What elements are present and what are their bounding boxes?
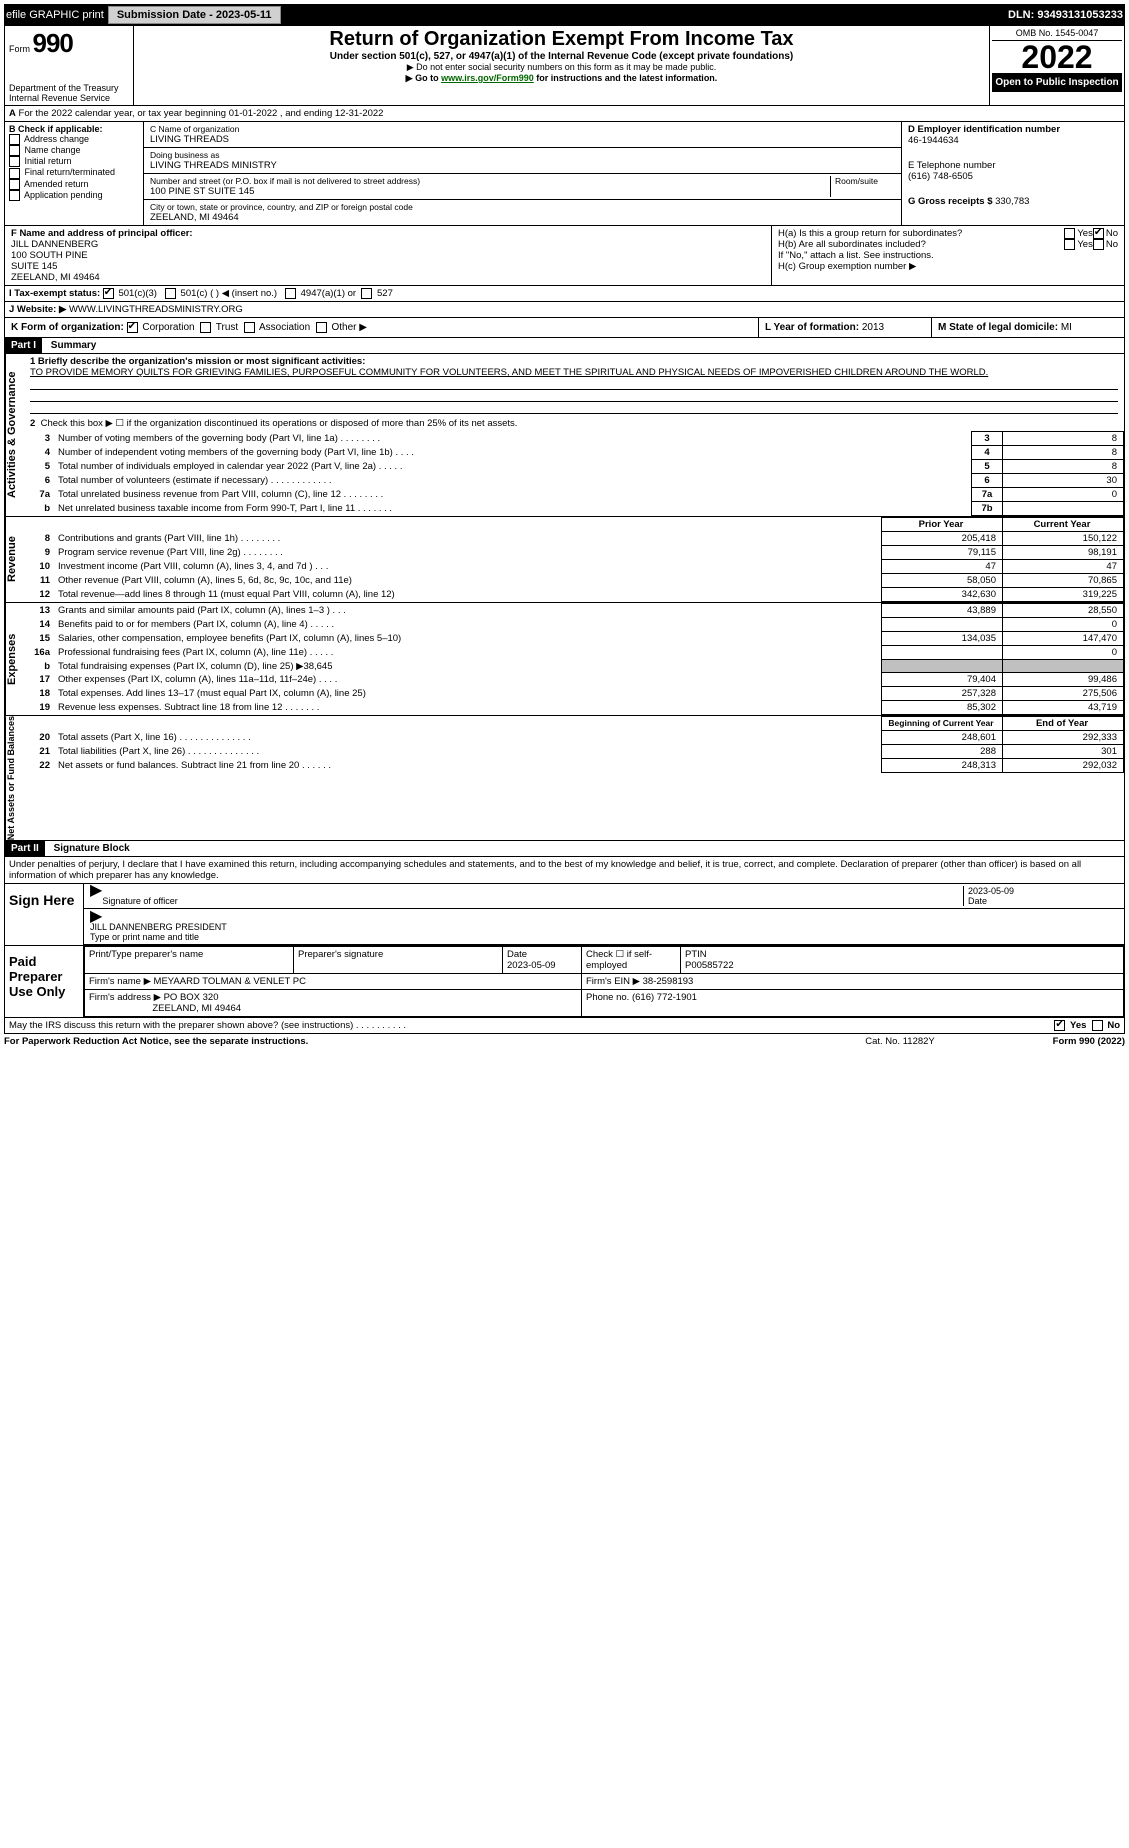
expenses-table: 13Grants and similar amounts paid (Part …: [24, 603, 1124, 715]
line-i: I Tax-exempt status: 501(c)(3) 501(c) ( …: [4, 286, 1125, 302]
governance-section: Activities & Governance 1 Briefly descri…: [4, 354, 1125, 517]
checkbox-initial-return[interactable]: [9, 156, 20, 167]
form-title-box: Return of Organization Exempt From Incom…: [134, 26, 989, 105]
revenue-section: Revenue Prior YearCurrent Year 8Contribu…: [4, 517, 1125, 603]
form-subtitle-3: ▶ Go to www.irs.gov/Form990 for instruct…: [140, 73, 983, 84]
line-k-l-m: K Form of organization: Corporation Trus…: [4, 318, 1125, 338]
section-b: B Check if applicable: Address change Na…: [5, 122, 144, 225]
net-assets-section: Net Assets or Fund Balances Beginning of…: [4, 716, 1125, 841]
checkbox-application-pending[interactable]: [9, 190, 20, 201]
form-prefix: Form: [9, 44, 30, 54]
line-a: A For the 2022 calendar year, or tax yea…: [4, 106, 1125, 122]
checkbox-final-return[interactable]: [9, 168, 20, 179]
efile-top-bar: efile GRAPHIC print Submission Date - 20…: [4, 4, 1125, 26]
section-h: H(a) Is this a group return for subordin…: [771, 226, 1124, 285]
expenses-section: Expenses 13Grants and similar amounts pa…: [4, 603, 1125, 716]
section-d-e-g: D Employer identification number 46-1944…: [901, 122, 1124, 225]
sign-here-section: Sign Here ▶ Signature of officer 2023-05…: [4, 884, 1125, 946]
governance-table: 3Number of voting members of the governi…: [24, 431, 1124, 516]
org-name: LIVING THREADS: [150, 134, 895, 145]
part2-header: Part II Signature Block: [4, 841, 1125, 857]
tax-year: 2022: [992, 41, 1122, 73]
checkbox-discuss-no[interactable]: [1092, 1020, 1103, 1031]
checkbox-discuss-yes[interactable]: [1054, 1020, 1065, 1031]
arrow-icon: ▶: [90, 912, 102, 922]
form-subtitle-1: Under section 501(c), 527, or 4947(a)(1)…: [140, 51, 983, 62]
org-street: 100 PINE ST SUITE 145: [150, 186, 830, 197]
arrow-icon: ▶: [90, 886, 102, 906]
open-inspection: Open to Public Inspection: [992, 73, 1122, 92]
form-number: 990: [33, 28, 73, 58]
form-number-box: Form 990 Department of the Treasury Inte…: [5, 26, 134, 105]
net-assets-table: Beginning of Current YearEnd of Year 20T…: [24, 716, 1124, 773]
year-box: OMB No. 1545-0047 2022 Open to Public In…: [989, 26, 1124, 105]
website-value: WWW.LIVINGTHREADSMINISTRY.ORG: [69, 304, 243, 315]
irs-link[interactable]: www.irs.gov/Form990: [441, 73, 534, 83]
officer-name: JILL DANNENBERG PRESIDENT: [90, 922, 1118, 932]
org-city: ZEELAND, MI 49464: [150, 212, 895, 223]
paid-preparer-section: Paid Preparer Use Only Print/Type prepar…: [4, 946, 1125, 1018]
section-b-to-g: B Check if applicable: Address change Na…: [4, 122, 1125, 226]
efile-label: efile GRAPHIC print: [6, 9, 104, 21]
gross-receipts: 330,783: [995, 196, 1029, 207]
checkbox-corporation[interactable]: [127, 322, 138, 333]
org-dba: LIVING THREADS MINISTRY: [150, 160, 895, 171]
dln-label: DLN: 93493131053233: [1008, 9, 1123, 21]
form-subtitle-2: ▶ Do not enter social security numbers o…: [140, 62, 983, 73]
firm-name: MEYAARD TOLMAN & VENLET PC: [154, 976, 306, 987]
section-f-h: F Name and address of principal officer:…: [4, 226, 1125, 286]
form-header: Form 990 Department of the Treasury Inte…: [4, 26, 1125, 106]
checkbox-name-change[interactable]: [9, 145, 20, 156]
checkbox-501c3[interactable]: [103, 288, 114, 299]
section-c: C Name of organization LIVING THREADS Do…: [144, 122, 901, 225]
part1-header: Part I Summary: [4, 338, 1125, 354]
dept-treasury: Department of the Treasury: [9, 83, 129, 93]
checkbox-address-change[interactable]: [9, 134, 20, 145]
submission-date-button[interactable]: Submission Date - 2023-05-11: [108, 6, 281, 24]
checkbox-amended[interactable]: [9, 179, 20, 190]
form-title: Return of Organization Exempt From Incom…: [140, 28, 983, 51]
page-footer: For Paperwork Reduction Act Notice, see …: [4, 1034, 1125, 1049]
irs-label: Internal Revenue Service: [9, 93, 129, 103]
mission-block: 1 Briefly describe the organization's mi…: [24, 354, 1124, 416]
line-j: J Website: ▶ WWW.LIVINGTHREADSMINISTRY.O…: [4, 302, 1125, 318]
penalty-statement: Under penalties of perjury, I declare th…: [4, 857, 1125, 884]
preparer-table: Print/Type preparer's name Preparer's si…: [84, 946, 1124, 1017]
discuss-line: May the IRS discuss this return with the…: [4, 1018, 1125, 1034]
ein-value: 46-1944634: [908, 135, 1118, 146]
phone-value: (616) 748-6505: [908, 171, 1118, 182]
revenue-table: Prior YearCurrent Year 8Contributions an…: [24, 517, 1124, 602]
mission-text: TO PROVIDE MEMORY QUILTS FOR GRIEVING FA…: [30, 367, 1118, 378]
section-f: F Name and address of principal officer:…: [5, 226, 771, 285]
